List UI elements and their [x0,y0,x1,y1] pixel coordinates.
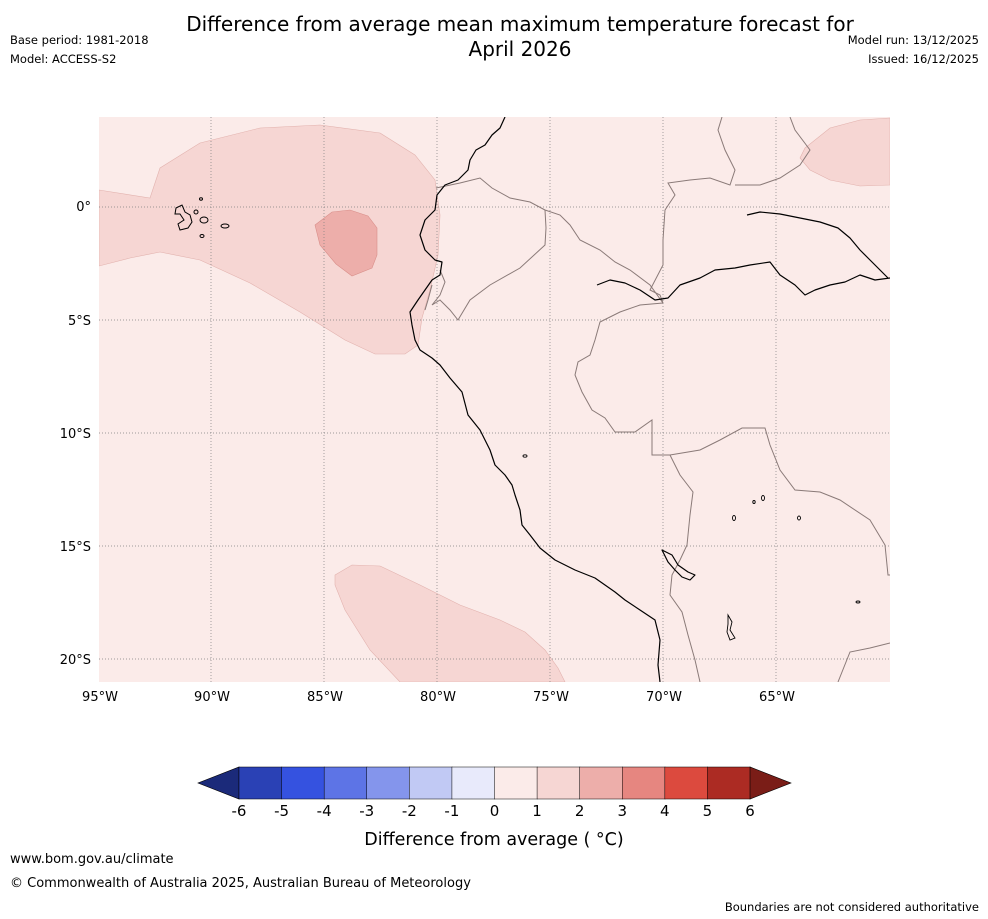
footer-copyright: © Commonwealth of Australia 2025, Austra… [10,876,471,891]
colorbar-cell [451,766,496,800]
colorbar-tick-label: 5 [703,802,713,820]
anomaly-region-1-2-pacific [99,124,441,355]
lake-6 [855,600,861,604]
lake-titicaca [661,549,696,581]
lat-label-15s: 15°S [60,540,91,555]
base-period-label: Base period: 1981-2018 [10,33,149,47]
colorbar: -6 -5 -4 -3 -2 -1 0 1 2 3 4 5 6 Difference from aver… [197,766,792,850]
lon-label-85w: 85°W [307,690,343,705]
lon-label-90w: 90°W [194,690,230,705]
lat-label-20s: 20°S [60,653,91,668]
border-bolivia-south [837,642,890,682]
colorbar-tick-label: -2 [402,802,417,820]
colorbar-cell [494,766,538,800]
model-label: Model: ACCESS-S2 [10,52,117,66]
title-line-1: Difference from average mean maximum tem… [186,12,854,36]
lake-1 [522,454,528,458]
colorbar-tick-label: 2 [575,802,585,820]
border-ecuador-internal [424,284,433,311]
island-genovesa [199,197,203,201]
colorbar-cell [366,766,410,800]
island-san-cristobal [220,223,230,229]
colorbar-tick-label: -3 [359,802,374,820]
colorbar-cell [409,766,453,800]
colorbar-cell [622,766,666,800]
lon-label-70w: 70°W [646,690,682,705]
border-peru-brazil [574,302,694,546]
colorbar-cell [281,766,325,800]
country-borders [424,117,890,682]
model-run-label: Model run: 13/12/2025 [847,33,979,47]
colorbar-cell [238,766,283,800]
colorbar-cell [579,766,623,800]
lon-label-75w: 75°W [533,690,569,705]
colorbar-cell [664,766,708,800]
island-isabela [174,204,193,231]
title-line-2: April 2026 [468,37,572,61]
colorbar-tick-label: 4 [660,802,670,820]
anomaly-region-1-2-northeast [799,117,890,187]
lon-label-95w: 95°W [82,690,118,705]
lake-3 [797,515,801,521]
lake-poopo [726,613,736,641]
latitude-labels: 0° 5°S 10°S 15°S 20°S [60,200,91,668]
lon-label-65w: 65°W [759,690,795,705]
colorbar-cells [238,766,751,800]
anomaly-region-2-3 [314,209,378,277]
lake-5 [752,500,756,504]
longitude-labels: 95°W 90°W 85°W 80°W 75°W 70°W 65°W [82,690,795,705]
colorbar-tick-label: 6 [745,802,755,820]
colorbar-cell [707,766,751,800]
amazon-river [596,261,890,301]
colorbar-tick-label: 3 [617,802,627,820]
border-ecuador-peru [431,209,547,321]
colorbar-cell [536,766,581,800]
island-santiago [193,209,199,215]
map-title: Difference from average mean maximum tem… [160,12,880,62]
small-lakes [522,454,861,641]
colorbar-tick-label: -1 [444,802,459,820]
lat-label-0: 0° [76,200,91,215]
colorbar-tick-label: -6 [232,802,247,820]
lon-label-80w: 80°W [420,690,456,705]
colorbar-tick-label: 1 [532,802,542,820]
border-colombia-peru [544,209,664,304]
island-santa-cruz [199,216,209,224]
coastline-pacific-south-america [409,117,661,682]
footer-boundaries-note: Boundaries are not considered authoritat… [724,900,979,914]
colorbar-title: Difference from average ( °C) [364,830,623,850]
island-floreana [199,234,205,238]
anomaly-region-1-2-south [334,564,566,682]
gridlines [99,117,890,682]
map-plot-area [99,117,890,682]
rio-negro [746,211,889,279]
colorbar-arrow-low [197,766,240,800]
border-venezuela-brazil [735,117,811,186]
colorbar-tick-label: -4 [317,802,332,820]
colorbar-tick-label: -5 [274,802,289,820]
issued-label: Issued: 16/12/2025 [868,52,979,66]
galapagos-islands [174,197,230,238]
border-colombia-brazil [649,117,736,304]
colorbar-arrow-high [749,766,792,800]
colorbar-tick-labels: -6 -5 -4 -3 -2 -1 0 1 2 3 4 5 6 [232,802,755,820]
lat-label-10s: 10°S [60,427,91,442]
lake-4 [761,495,765,501]
lat-label-5s: 5°S [68,314,91,329]
colorbar-cell [323,766,368,800]
footer-url: www.bom.gov.au/climate [10,852,174,867]
colorbar-tick-label: 0 [490,802,500,820]
lake-2 [732,515,736,521]
border-peru-bolivia [669,544,701,682]
coastlines [409,117,890,682]
border-colombia-ecuador [435,177,546,211]
border-brazil-bolivia [669,427,890,576]
